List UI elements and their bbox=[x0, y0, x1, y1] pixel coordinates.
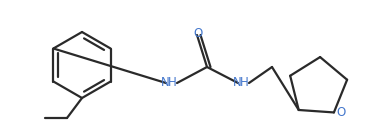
Text: O: O bbox=[194, 27, 203, 40]
Text: H: H bbox=[240, 77, 249, 90]
Text: O: O bbox=[336, 106, 345, 119]
Text: H: H bbox=[168, 77, 177, 90]
Text: N: N bbox=[233, 77, 242, 90]
Text: N: N bbox=[161, 77, 170, 90]
